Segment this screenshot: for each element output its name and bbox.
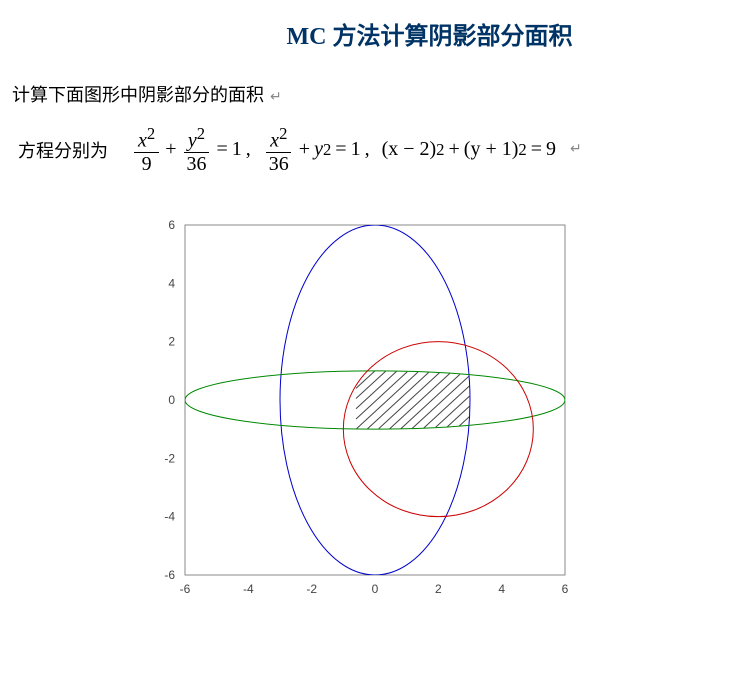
return-mark-1: ↵ xyxy=(270,90,282,105)
equation-3: (x − 2)2 + (y + 1)2 =9 xyxy=(382,138,556,161)
page-title: MC 方法计算阴影部分面积 xyxy=(0,0,739,51)
svg-text:0: 0 xyxy=(168,393,175,407)
svg-text:6: 6 xyxy=(168,218,175,232)
equation-1: x2 9 + y2 36 =1, xyxy=(132,125,255,175)
problem-text: 计算下面图形中阴影部分的面积 ↵ xyxy=(12,81,739,107)
svg-text:-6: -6 xyxy=(164,568,175,582)
return-mark-2: ↵ xyxy=(570,141,582,158)
equation-2: x2 36 + y2 =1, xyxy=(263,125,374,175)
svg-text:4: 4 xyxy=(168,276,175,290)
equations-lead: 方程分别为 xyxy=(18,137,108,163)
svg-text:0: 0 xyxy=(371,582,378,596)
svg-text:-4: -4 xyxy=(242,582,253,596)
svg-text:6: 6 xyxy=(561,582,568,596)
problem-line: 计算下面图形中阴影部分的面积 xyxy=(12,85,264,105)
svg-text:2: 2 xyxy=(168,334,175,348)
chart: -6 -4 -2 0 2 4 6 -6 -4 -2 0 2 4 6 xyxy=(135,215,605,605)
svg-text:-4: -4 xyxy=(164,509,175,523)
svg-text:-2: -2 xyxy=(306,582,317,596)
equations-row: 方程分别为 x2 9 + y2 36 =1, x2 36 + y2 =1, (x… xyxy=(18,125,739,175)
svg-text:-2: -2 xyxy=(164,451,175,465)
svg-text:2: 2 xyxy=(434,582,441,596)
svg-text:-6: -6 xyxy=(179,582,190,596)
svg-text:4: 4 xyxy=(498,582,505,596)
